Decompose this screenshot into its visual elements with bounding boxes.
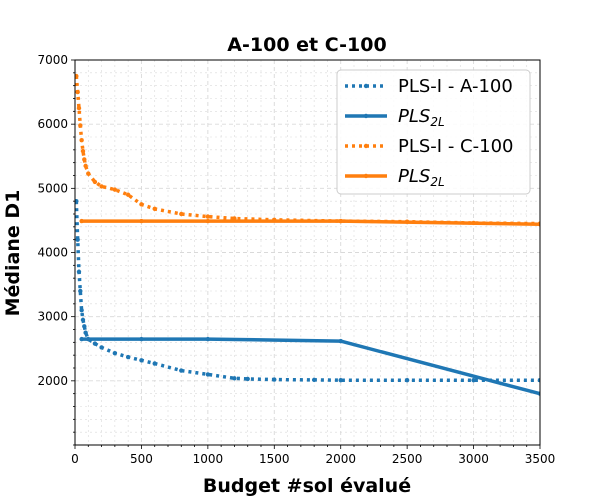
data-point-0 [152, 361, 157, 366]
y-tick-label: 5000 [37, 181, 68, 195]
data-point-0 [75, 237, 80, 242]
data-point-2 [78, 123, 83, 128]
y-tick-label: 7000 [37, 53, 68, 67]
data-point-2 [83, 163, 88, 169]
data-point-0 [75, 198, 79, 204]
x-tick-label: 500 [130, 452, 153, 466]
data-point-3 [205, 218, 211, 224]
data-point-0 [471, 377, 476, 383]
plot-frame [74, 59, 541, 446]
data-point-2 [112, 187, 118, 192]
y-axis-title: Médiane D1 [2, 190, 24, 317]
data-point-0 [99, 345, 104, 350]
y-tick-label: 3000 [37, 310, 68, 324]
data-point-0 [78, 288, 83, 294]
data-point-0 [272, 377, 277, 382]
axis-ticks: 0 500 1000 1500 2000 2500 3000 3500 2000 3000 4000… [37, 53, 555, 466]
chart-title: A-100 et C-100 [227, 34, 386, 56]
data-point-0 [79, 308, 84, 313]
x-tick-label: 0 [71, 452, 79, 466]
data-point-3 [537, 222, 540, 227]
data-point-2 [139, 202, 144, 207]
legend-box [336, 69, 531, 195]
series-group [75, 73, 540, 396]
series-line-3 [81, 219, 540, 227]
data-point-3 [338, 218, 343, 224]
data-point-0 [92, 341, 98, 346]
data-point-0 [125, 354, 131, 360]
data-point-2 [99, 184, 104, 189]
data-point-2 [92, 179, 98, 185]
data-point-2 [80, 148, 86, 154]
data-point-0 [205, 372, 211, 377]
data-point-0 [338, 377, 343, 383]
data-point-2 [75, 73, 79, 79]
legend: PLS-I - A-100 PLS2L PLS-I - C-100 PLS2L [336, 69, 531, 195]
legend-marker-2 [363, 143, 369, 149]
data-point-0 [83, 330, 88, 335]
data-point-2 [179, 211, 184, 217]
data-point-1 [79, 336, 84, 342]
data-point-0 [76, 269, 82, 274]
data-point-0 [112, 351, 118, 356]
legend-label-2: PLS-I - C-100 [398, 136, 513, 157]
data-point-1 [537, 391, 540, 396]
data-point-2 [76, 105, 82, 111]
x-tick-label: 1500 [259, 452, 290, 466]
data-point-0 [232, 376, 237, 381]
data-point-2 [86, 171, 91, 176]
data-point-0 [139, 358, 144, 363]
data-point-0 [537, 377, 540, 383]
data-point-3 [139, 218, 144, 224]
data-point-2 [205, 214, 211, 219]
x-tick-label: 3500 [525, 452, 556, 466]
legend-label-3: PLS2L [398, 166, 445, 189]
data-point-0 [311, 377, 317, 383]
data-point-0 [179, 368, 184, 373]
data-point-0 [245, 376, 250, 382]
x-tick-label: 2000 [325, 452, 356, 466]
legend-label-1: PLS2L [398, 106, 445, 129]
x-tick-label: 3000 [458, 452, 489, 466]
data-point-1 [205, 336, 211, 342]
y-tick-label: 6000 [37, 117, 68, 131]
data-point-0 [82, 324, 87, 329]
data-point-0 [404, 377, 410, 383]
x-axis-title: Budget #sol évalué [203, 475, 411, 497]
legend-marker-1 [363, 113, 369, 119]
data-point-3 [79, 218, 84, 224]
y-tick-label: 4000 [37, 246, 68, 260]
series-line-1 [81, 337, 540, 396]
legend-marker-0 [363, 83, 369, 89]
x-tick-label: 1000 [193, 452, 224, 466]
data-point-2 [75, 89, 80, 95]
legend-label-0: PLS-I - A-100 [398, 76, 513, 97]
data-point-2 [152, 206, 157, 212]
x-tick-label: 2500 [392, 452, 423, 466]
legend-marker-3 [363, 173, 369, 179]
data-point-0 [80, 317, 86, 323]
data-point-2 [125, 192, 131, 197]
data-point-2 [79, 138, 84, 143]
data-point-2 [82, 157, 87, 162]
data-point-1 [139, 336, 144, 342]
y-tick-label: 2000 [37, 374, 68, 388]
data-point-1 [338, 338, 343, 344]
